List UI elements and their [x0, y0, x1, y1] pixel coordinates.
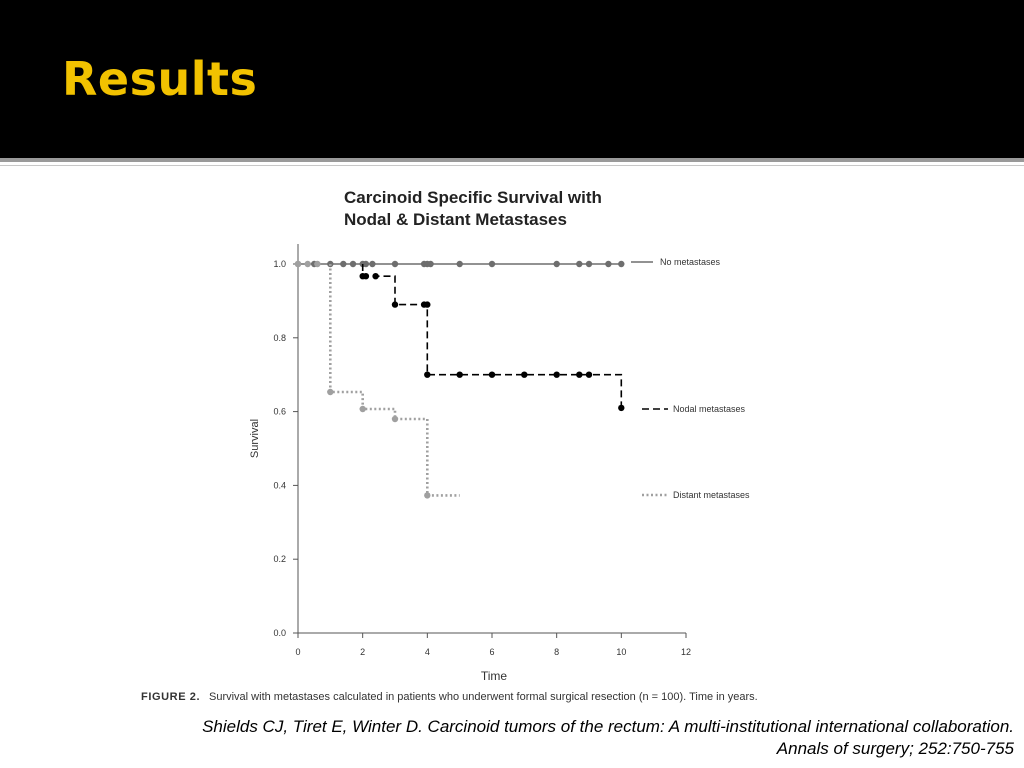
figure-caption-text: Survival with metastases calculated in p…: [209, 691, 758, 703]
censor-marker: [369, 260, 376, 268]
x-axis-label: Time: [481, 669, 508, 683]
censor-marker: [605, 260, 612, 268]
chart-title-line1: Carcinoid Specific Survival with: [344, 188, 602, 207]
censor-marker: [618, 404, 625, 412]
censor-marker: [618, 260, 625, 268]
censor-marker: [488, 260, 496, 268]
chart-title-line2: Nodal & Distant Metastases: [344, 210, 567, 229]
x-tick-label: 10: [616, 647, 626, 657]
slide-title: Results: [62, 52, 258, 106]
series-no-metastases: [294, 260, 625, 268]
censor-marker: [391, 415, 399, 423]
legend-label: Nodal metastases: [673, 404, 746, 414]
y-tick-label: 0.2: [273, 554, 286, 564]
citation-line2: Annals of surgery; 252:750-755: [776, 739, 1014, 758]
y-tick-label: 0.6: [273, 407, 286, 417]
series-distant-metastases: [294, 260, 460, 499]
censor-marker: [488, 371, 496, 378]
chart-series: [294, 260, 625, 499]
y-axis-label: Survival: [249, 419, 261, 458]
chart-legend: No metastases Nodal metastases Distant met…: [631, 257, 750, 500]
censor-marker: [391, 301, 399, 308]
x-tick-label: 2: [360, 647, 365, 657]
y-tick-label: 0.8: [273, 333, 286, 343]
censor-marker: [521, 371, 528, 378]
censor-marker: [349, 260, 357, 268]
y-tick-label: 0.4: [273, 480, 286, 490]
header-divider-thin: [0, 165, 1024, 166]
x-tick-label: 12: [681, 647, 691, 657]
censor-marker: [553, 260, 560, 268]
x-tick-label: 8: [554, 647, 559, 657]
x-tick-label: 0: [295, 647, 300, 657]
censor-marker: [391, 260, 399, 268]
chart-axes: 0 2 4 6 8 10 12 0.0 0.2 0.4 0.6 0.8 1.0 Time Survival: [249, 244, 691, 683]
y-tick-label: 1.0: [273, 259, 286, 269]
censor-marker: [585, 371, 593, 378]
censor-marker: [576, 371, 583, 378]
censor-marker: [585, 260, 593, 268]
censor-marker: [340, 260, 347, 268]
x-tick-label: 4: [425, 647, 430, 657]
censor-marker: [427, 260, 434, 268]
series-line: [361, 264, 623, 408]
censor-marker: [456, 260, 463, 268]
legend-label: No metastases: [660, 257, 721, 267]
censor-marker: [362, 273, 370, 280]
citation: Shields CJ, Tiret E, Winter D. Carcinoid…: [24, 716, 1014, 760]
censor-marker: [576, 260, 583, 268]
censor-marker: [327, 388, 334, 396]
censor-marker: [359, 405, 366, 413]
censor-marker: [294, 260, 302, 268]
series-line: [328, 264, 460, 497]
citation-line1: Shields CJ, Tiret E, Winter D. Carcinoid…: [202, 717, 1014, 736]
censor-marker: [424, 492, 431, 499]
censor-marker: [304, 260, 311, 268]
censor-marker: [424, 301, 431, 308]
censor-marker: [456, 371, 463, 378]
censor-marker: [372, 273, 379, 280]
legend-label: Distant metastases: [673, 490, 750, 500]
x-tick-label: 6: [489, 647, 494, 657]
series-nodal-metastases: [359, 264, 625, 412]
censor-marker: [424, 371, 431, 378]
slide-header: Results: [0, 0, 1024, 158]
censor-marker: [314, 260, 321, 268]
y-tick-label: 0.0: [273, 628, 286, 638]
header-divider: [0, 158, 1024, 162]
censor-marker: [553, 371, 560, 378]
censor-marker: [362, 260, 370, 268]
figure-caption-label: FIGURE 2.: [141, 691, 200, 703]
